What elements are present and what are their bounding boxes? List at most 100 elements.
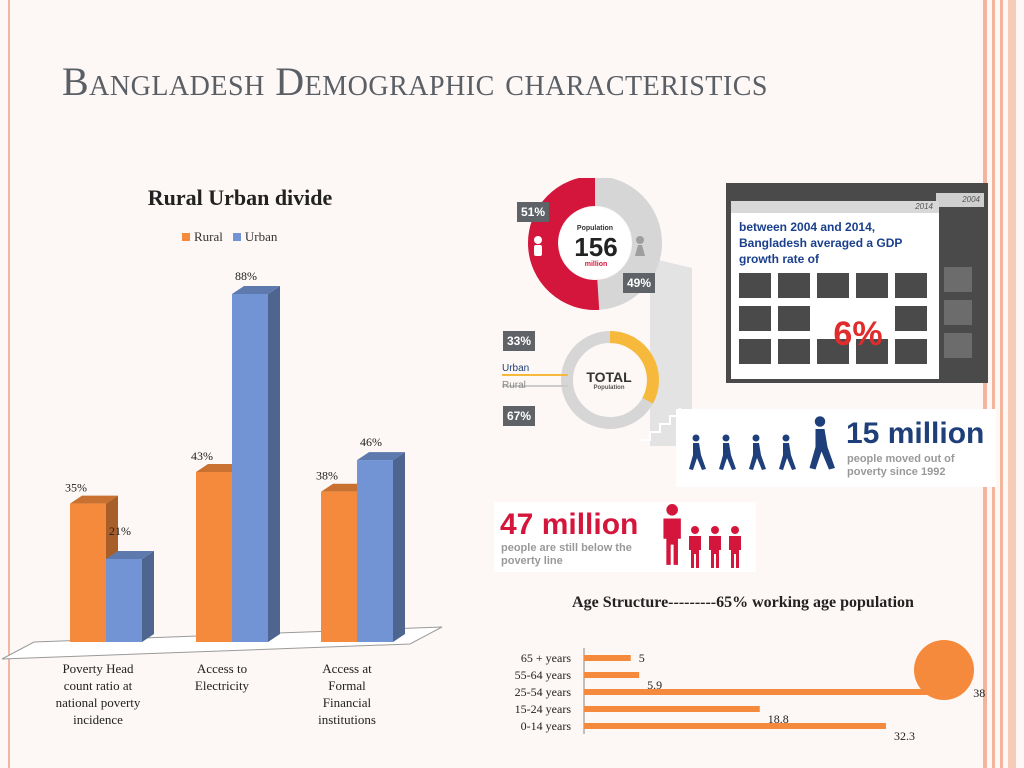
right-frame-stripe xyxy=(1008,0,1016,768)
age-category-label: 55-64 years xyxy=(515,668,572,682)
legend-label-rural: Rural xyxy=(194,229,223,244)
category-label-line: Poverty Head xyxy=(62,661,134,676)
category-label-line: Formal xyxy=(328,678,366,693)
walking-person-icon xyxy=(689,434,706,470)
bar-side-urban xyxy=(142,550,154,642)
population-donut-male xyxy=(528,178,600,310)
calendar-cell xyxy=(856,306,888,331)
left-frame-line xyxy=(8,0,10,768)
calendar-cell xyxy=(739,339,771,364)
population-label: Population xyxy=(576,225,614,232)
chart-title: Rural Urban divide xyxy=(147,185,333,210)
calendar-cell xyxy=(778,339,810,364)
data-label-urban: 21% xyxy=(109,524,131,538)
legend-swatch-urban xyxy=(232,233,241,241)
walking-person-icon xyxy=(749,434,766,470)
poverty-moved-value: 15 million xyxy=(846,417,985,450)
calendar-grid xyxy=(739,273,931,373)
age-bar xyxy=(584,672,640,678)
age-bar xyxy=(584,689,940,695)
gdp-growth-panel: 2004 2014 between 2004 and 2014, Banglad… xyxy=(726,183,988,383)
bar-rural xyxy=(70,503,106,642)
data-label-rural: 35% xyxy=(65,481,87,495)
bar-top-rural xyxy=(70,495,118,504)
bar-urban xyxy=(357,460,393,642)
age-category-label: 15-24 years xyxy=(515,702,572,716)
legend-item-urban: Urban xyxy=(232,229,277,245)
bar-top-urban xyxy=(106,550,154,559)
category-label: Access at Formal Financial institutions xyxy=(287,660,407,728)
standing-person-icon xyxy=(689,526,701,568)
poverty-moved-subtext: people moved out of xyxy=(847,453,955,465)
age-value-label: 38 xyxy=(973,686,985,700)
bar-side-urban xyxy=(393,452,405,642)
age-highlight-circle xyxy=(914,640,974,700)
category-label-line: institutions xyxy=(318,712,376,727)
population-value: 156 xyxy=(574,232,618,262)
age-value-label: 5.9 xyxy=(647,678,662,692)
age-structure-bar-chart: 65 + years 5 55-64 years 5.9 25-54 years 38 15… xyxy=(515,640,985,743)
legend-item-rural: Rural xyxy=(182,229,223,245)
total-label: TOTAL xyxy=(586,369,632,385)
urbanization-donut xyxy=(561,331,659,429)
calendar-cell xyxy=(895,339,927,364)
calendar-cell xyxy=(944,300,972,325)
poverty-below-panel: 47 million people are still below the po… xyxy=(494,502,756,572)
calendar-cell xyxy=(739,273,771,298)
gdp-year-tab-right: 2004 xyxy=(936,193,984,207)
age-bar xyxy=(584,655,631,661)
calendar-cell xyxy=(817,306,849,331)
calendar-cell xyxy=(856,273,888,298)
poverty-moved-panel: 15 million people moved out of poverty s… xyxy=(676,409,996,487)
bar-rural xyxy=(321,491,357,642)
age-value-label: 5 xyxy=(639,651,645,665)
population-infographic: 51% 49% Population 156 million 33% Urban… xyxy=(500,178,692,446)
slide-title: Bangladesh Demographic characteristics xyxy=(62,59,768,104)
population-donut-center xyxy=(559,207,631,279)
age-category-label: 0-14 years xyxy=(521,719,572,733)
calendar-cell xyxy=(944,333,972,358)
calendar-cell xyxy=(895,306,927,331)
walking-person-icon xyxy=(719,434,736,470)
gdp-card-header: 2014 xyxy=(731,201,939,213)
data-label-urban: 46% xyxy=(360,435,382,449)
right-frame-stripe xyxy=(983,0,987,768)
age-structure-title: Age Structure---------65% working age po… xyxy=(572,594,914,611)
calendar-side-cells xyxy=(944,267,972,358)
walking-person-icon-large xyxy=(809,416,835,470)
poverty-below-subtext: people are still below the xyxy=(501,542,632,554)
standing-person-icon xyxy=(709,526,721,568)
chart-legend: Rural Urban xyxy=(182,229,277,245)
standing-person-icon xyxy=(729,526,741,568)
category-label-line: Electricity xyxy=(194,678,250,693)
population-unit: million xyxy=(584,261,608,268)
category-label-line: Access at xyxy=(322,661,372,676)
category-label: Access to Electricity xyxy=(162,660,282,694)
age-category-label: 25-54 years xyxy=(515,685,572,699)
category-label-line: count ratio at xyxy=(63,678,133,693)
bar-side-urban xyxy=(268,286,280,642)
legend-swatch-rural xyxy=(182,233,190,241)
calendar-cell xyxy=(856,339,888,364)
female-icon xyxy=(635,236,645,256)
female-percentage-badge: 49% xyxy=(623,273,656,293)
rural-percentage-badge: 67% xyxy=(503,406,536,426)
category-label-line: national poverty xyxy=(55,695,141,710)
category-label-line: incidence xyxy=(73,712,123,727)
bar-rural xyxy=(196,471,232,642)
calendar-cell xyxy=(944,267,972,292)
age-bar xyxy=(584,723,887,729)
bar-top-urban xyxy=(357,452,405,461)
poverty-below-subtext: poverty line xyxy=(501,555,563,567)
rural-urban-bar-chart: 35% 21% 43% 88% 38% 46% xyxy=(1,269,443,660)
male-percentage-badge: 51% xyxy=(517,202,550,222)
standing-person-icon-large xyxy=(663,504,681,565)
population-graphic xyxy=(502,178,692,446)
calendar-cell xyxy=(778,273,810,298)
bar-top-urban xyxy=(232,286,280,294)
age-value-label: 32.3 xyxy=(894,729,915,743)
bar-urban xyxy=(106,558,142,642)
total-sublabel: Population xyxy=(593,385,625,391)
calendar-cell xyxy=(817,339,849,364)
category-label-line: Access to xyxy=(196,661,248,676)
